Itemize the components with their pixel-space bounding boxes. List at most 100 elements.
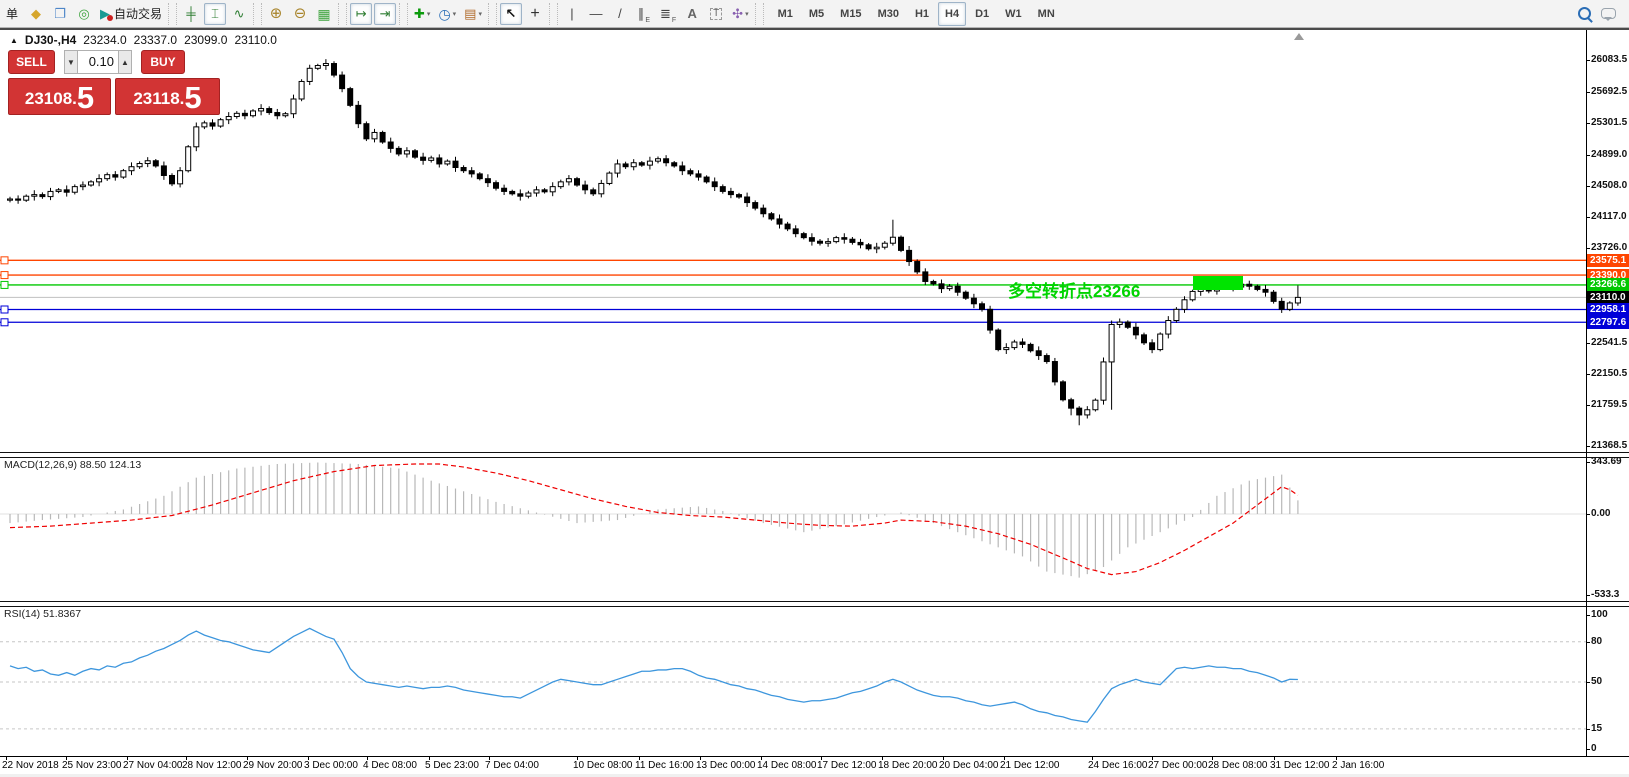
chat-button[interactable] — [1597, 3, 1619, 25]
buy-price-button[interactable]: 23118. 5 — [115, 78, 220, 115]
rsi-line — [9, 627, 1298, 723]
date-tick — [66, 756, 67, 760]
eraser-icon[interactable]: ◆ — [31, 6, 41, 21]
timeframe-mn[interactable]: MN — [1037, 7, 1055, 20]
macd-pane[interactable] — [0, 456, 1586, 601]
tile-windows-button[interactable]: ▦ — [317, 5, 331, 22]
candle-body — [169, 174, 175, 185]
line-anchor-handle[interactable] — [0, 280, 9, 289]
candle-body — [355, 104, 362, 125]
line-chart-button[interactable]: ∿ — [233, 6, 245, 21]
price-axis-label: 24117.0 — [1591, 211, 1627, 223]
vertical-line-button[interactable]: | — [570, 6, 574, 21]
candle-body — [509, 190, 516, 195]
periods-button[interactable]: ◷ ▾ — [438, 5, 457, 22]
candle-body — [339, 74, 346, 90]
sell-button[interactable]: SELL — [8, 50, 55, 74]
candle-body — [476, 173, 483, 180]
autotrading-button[interactable]: ▶ 自动交易 — [100, 6, 163, 21]
candle-body — [679, 165, 686, 172]
collapse-panel-icon[interactable]: ▲ — [10, 35, 18, 45]
timeframe-m15[interactable]: M15 — [840, 7, 862, 20]
trendline-button[interactable]: / — [618, 6, 622, 21]
date-tick — [1212, 756, 1213, 760]
candle-body — [995, 329, 1002, 351]
line-anchor-handle[interactable] — [0, 305, 9, 314]
candle-body — [622, 163, 629, 168]
macd-label: MACD(12,26,9) 88.50 124.13 — [4, 459, 142, 471]
main-price-pane[interactable] — [0, 30, 1586, 452]
candle-body — [331, 63, 337, 76]
line-anchor-handle[interactable] — [0, 271, 9, 280]
price-axis-label: 21759.5 — [1591, 399, 1628, 410]
arrows-button[interactable]: ✣ ▾ — [732, 6, 749, 21]
pivot-highlight-rect[interactable] — [1193, 276, 1243, 290]
buy-button[interactable]: BUY — [141, 50, 185, 74]
chart-shift-button[interactable]: ⇥ — [374, 2, 397, 25]
timeframe-m5[interactable]: M5 — [808, 7, 825, 20]
label-button[interactable]: T — [705, 3, 727, 25]
volume-decrease-button[interactable]: ▼ — [64, 50, 78, 74]
chart-window[interactable]: ▲ DJ30-,H4 23234.0 23337.0 23099.0 23110… — [0, 28, 1629, 777]
search-button[interactable] — [1573, 3, 1595, 25]
bar-chart-button[interactable]: ╪ — [186, 6, 196, 21]
zoom-in-button[interactable]: ⊕ — [269, 5, 283, 22]
auto-scroll-button[interactable]: ↦ — [350, 2, 373, 25]
date-tick — [308, 756, 309, 760]
candle-body — [687, 170, 694, 175]
templates-button[interactable]: ▤ ▾ — [464, 6, 482, 21]
indicators-button[interactable]: ✚ ▾ — [414, 6, 431, 21]
candle-body — [841, 237, 848, 240]
volume-input[interactable]: 0.10 — [78, 50, 118, 74]
candle-body — [711, 181, 718, 188]
candle-body — [136, 163, 143, 168]
cursor-button[interactable]: ↖ — [499, 2, 522, 25]
candle-body — [970, 297, 977, 305]
candle-body — [817, 240, 823, 244]
channel-button[interactable]: ∥ E — [637, 6, 651, 24]
pivot-annotation-text[interactable]: 多空转折点23266 — [1008, 282, 1141, 301]
timeframe-h4[interactable]: H4 — [938, 1, 967, 26]
axis-tick — [1586, 682, 1590, 683]
horizontal-line-button[interactable]: — — [589, 6, 603, 21]
pane-separator[interactable] — [0, 601, 1629, 607]
date-axis-label: 29 Nov 20:00 — [243, 760, 303, 771]
candle-body — [1076, 407, 1083, 416]
candle-body — [209, 122, 216, 127]
timeframe-h1[interactable]: H1 — [914, 7, 930, 20]
candle-body — [590, 189, 597, 195]
text-button[interactable]: A — [687, 6, 697, 21]
crosshair-button[interactable]: + — [530, 4, 540, 22]
candle-body — [533, 189, 540, 194]
candle-body — [88, 181, 94, 186]
sell-price-button[interactable]: 23108. 5 — [8, 78, 111, 115]
ohlc-low: 23099.0 — [184, 33, 228, 47]
rsi-axis-label: 50 — [1591, 676, 1603, 687]
candlestick-chart-button[interactable]: ⌶ — [204, 2, 227, 25]
timeframe-w1[interactable]: W1 — [1005, 7, 1022, 20]
date-axis-label: 22 Nov 2018 — [2, 760, 59, 771]
timeframe-m30[interactable]: M30 — [877, 7, 899, 20]
window-icon[interactable]: ❐ — [54, 6, 66, 21]
pane-separator[interactable] — [0, 452, 1629, 458]
price-axis-label: 21368.5 — [1591, 440, 1628, 451]
date-axis-label: 28 Nov 12:00 — [182, 760, 242, 771]
candle-body — [1124, 321, 1131, 328]
candle-body — [1092, 399, 1099, 411]
volume-increase-button[interactable]: ▲ — [118, 50, 132, 74]
timeframe-m1[interactable]: M1 — [777, 7, 793, 20]
timeframe-d1[interactable]: D1 — [975, 7, 990, 20]
candle-body — [420, 156, 427, 161]
rsi-pane[interactable] — [0, 605, 1586, 756]
line-anchor-handle[interactable] — [0, 256, 9, 265]
rsi-axis-label: 15 — [1591, 722, 1603, 734]
candle-body — [152, 160, 159, 167]
fibonacci-button[interactable]: ≣ F — [659, 6, 677, 24]
candle-body — [857, 241, 864, 246]
zoom-out-button[interactable]: ⊖ — [293, 5, 307, 22]
candle-body — [541, 189, 548, 193]
candle-body — [1027, 343, 1034, 352]
new-order-button[interactable]: 单 — [5, 6, 18, 21]
navigator-icon[interactable]: ◎ — [78, 6, 90, 21]
line-anchor-handle[interactable] — [0, 318, 9, 327]
